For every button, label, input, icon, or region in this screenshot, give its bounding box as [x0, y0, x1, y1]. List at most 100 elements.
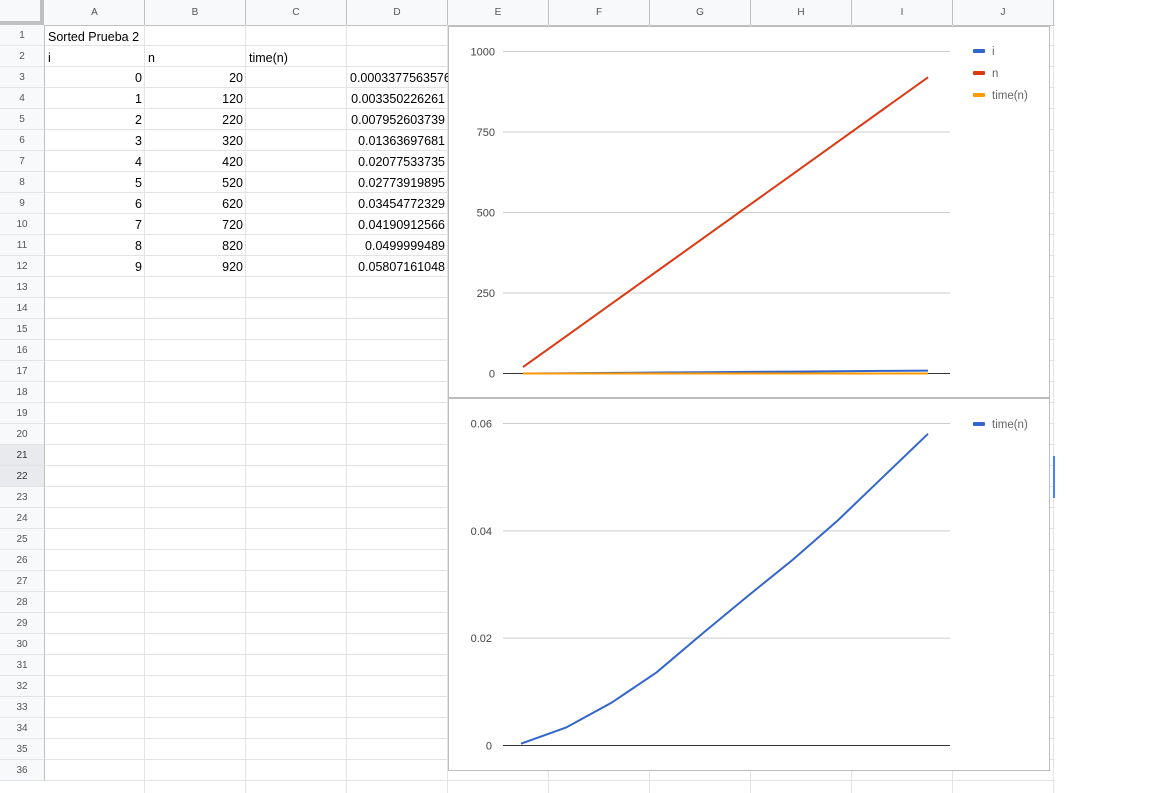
cell-n-value[interactable]: 720: [222, 218, 243, 232]
row-header-6[interactable]: 6: [0, 130, 45, 151]
series-line-n[interactable]: [522, 76, 929, 368]
cell-b2-header-n[interactable]: n: [148, 51, 155, 65]
legend-swatch: [973, 49, 985, 53]
cell-time-value[interactable]: 0.05807161048: [358, 260, 445, 274]
chart-i-n-time[interactable]: 0 250 500 750 1000 i n time(n): [448, 26, 1050, 398]
column-divider: [144, 25, 145, 793]
cell-a2-header-i[interactable]: i: [48, 51, 51, 65]
row-header-2[interactable]: 2: [0, 46, 45, 67]
row-header-30[interactable]: 30: [0, 634, 45, 655]
legend-label[interactable]: time(n): [992, 90, 1028, 102]
row-header-29[interactable]: 29: [0, 613, 45, 634]
cell-time-value[interactable]: 0.02077533735: [358, 155, 445, 169]
row-header-20[interactable]: 20: [0, 424, 45, 445]
cell-time-value[interactable]: 0.04190912566: [358, 218, 445, 232]
cell-c2-header-time[interactable]: time(n): [249, 51, 288, 65]
cell-n-value[interactable]: 120: [222, 92, 243, 106]
column-header-f[interactable]: F: [549, 0, 650, 25]
row-header-23[interactable]: 23: [0, 487, 45, 508]
row-header-7[interactable]: 7: [0, 151, 45, 172]
column-divider: [447, 25, 448, 793]
legend-label[interactable]: time(n): [992, 419, 1028, 431]
cell-i-value[interactable]: 8: [135, 239, 142, 253]
row-header-8[interactable]: 8: [0, 172, 45, 193]
y-tick-label: 750: [477, 127, 495, 139]
column-header-g[interactable]: G: [650, 0, 751, 25]
cell-time-value[interactable]: 0.03454772329: [358, 197, 445, 211]
row-header-4[interactable]: 4: [0, 88, 45, 109]
cell-i-value[interactable]: 0: [135, 71, 142, 85]
cell-i-value[interactable]: 1: [135, 92, 142, 106]
cell-i-value[interactable]: 2: [135, 113, 142, 127]
cell-n-value[interactable]: 920: [222, 260, 243, 274]
row-header-34[interactable]: 34: [0, 718, 45, 739]
row-header-5[interactable]: 5: [0, 109, 45, 130]
cell-n-value[interactable]: 220: [222, 113, 243, 127]
column-header-j[interactable]: J: [953, 0, 1054, 25]
column-header-c[interactable]: C: [246, 0, 347, 25]
row-header-28[interactable]: 28: [0, 592, 45, 613]
legend-label[interactable]: i: [992, 46, 995, 58]
legend-label[interactable]: n: [992, 68, 998, 80]
series-line-timen[interactable]: [520, 433, 929, 745]
cell-n-value[interactable]: 320: [222, 134, 243, 148]
cell-i-value[interactable]: 9: [135, 260, 142, 274]
column-header-i[interactable]: I: [852, 0, 953, 25]
cell-n-value[interactable]: 820: [222, 239, 243, 253]
row-header-11[interactable]: 11: [0, 235, 45, 256]
cell-time-value[interactable]: 0.003350226261: [351, 92, 445, 106]
column-header-e[interactable]: E: [448, 0, 549, 25]
selection-edge-indicator: [1053, 456, 1055, 498]
column-header-b[interactable]: B: [145, 0, 246, 25]
chart-time[interactable]: 0 0.02 0.04 0.06 time(n): [448, 398, 1050, 771]
row-header-17[interactable]: 17: [0, 361, 45, 382]
row-header-12[interactable]: 12: [0, 256, 45, 277]
row-header-31[interactable]: 31: [0, 655, 45, 676]
cell-i-value[interactable]: 6: [135, 197, 142, 211]
legend-swatch: [973, 422, 985, 426]
row-header-21[interactable]: 21: [0, 445, 45, 466]
row-header-26[interactable]: 26: [0, 550, 45, 571]
row-header-27[interactable]: 27: [0, 571, 45, 592]
cell-time-value[interactable]: 0.01363697681: [358, 134, 445, 148]
legend-swatch: [973, 93, 985, 97]
cell-time-value[interactable]: 0.02773919895: [358, 176, 445, 190]
cell-i-value[interactable]: 7: [135, 218, 142, 232]
cell-i-value[interactable]: 5: [135, 176, 142, 190]
column-header-d[interactable]: D: [347, 0, 448, 25]
cell-n-value[interactable]: 520: [222, 176, 243, 190]
cell-time-value[interactable]: 0.007952603739: [351, 113, 445, 127]
column-header-h[interactable]: H: [751, 0, 852, 25]
row-header-33[interactable]: 33: [0, 697, 45, 718]
cell-n-value[interactable]: 420: [222, 155, 243, 169]
y-tick-label: 1000: [471, 47, 495, 59]
row-header-19[interactable]: 19: [0, 403, 45, 424]
row-header-36[interactable]: 36: [0, 760, 45, 781]
row-header-1[interactable]: 1: [0, 25, 45, 46]
row-header-16[interactable]: 16: [0, 340, 45, 361]
row-header-22[interactable]: 22: [0, 466, 45, 487]
column-header-a[interactable]: A: [45, 0, 145, 25]
cell-n-value[interactable]: 620: [222, 197, 243, 211]
cell-i-value[interactable]: 4: [135, 155, 142, 169]
row-header-18[interactable]: 18: [0, 382, 45, 403]
row-header-13[interactable]: 13: [0, 277, 45, 298]
row-header-35[interactable]: 35: [0, 739, 45, 760]
row-header-9[interactable]: 9: [0, 193, 45, 214]
row-header-24[interactable]: 24: [0, 508, 45, 529]
row-header-25[interactable]: 25: [0, 529, 45, 550]
row-header-15[interactable]: 15: [0, 319, 45, 340]
cell-i-value[interactable]: 3: [135, 134, 142, 148]
cell-a1-title[interactable]: Sorted Prueba 2: [48, 30, 140, 44]
row-header-14[interactable]: 14: [0, 298, 45, 319]
cell-time-value[interactable]: 0.0003377563576: [350, 71, 451, 85]
select-all-corner[interactable]: [0, 0, 44, 25]
row-header-3[interactable]: 3: [0, 67, 45, 88]
chart-2-svg: 0 0.02 0.04 0.06 time(n): [471, 419, 1028, 753]
row-header-10[interactable]: 10: [0, 214, 45, 235]
cell-time-value[interactable]: 0.0499999489: [365, 239, 445, 253]
row-header-32[interactable]: 32: [0, 676, 45, 697]
cell-n-value[interactable]: 20: [229, 71, 243, 85]
y-tick-label: 0.06: [471, 419, 492, 431]
